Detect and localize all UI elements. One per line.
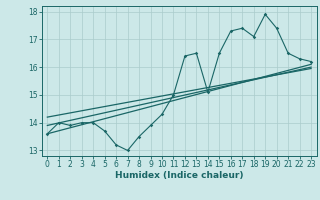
X-axis label: Humidex (Indice chaleur): Humidex (Indice chaleur) [115, 171, 244, 180]
